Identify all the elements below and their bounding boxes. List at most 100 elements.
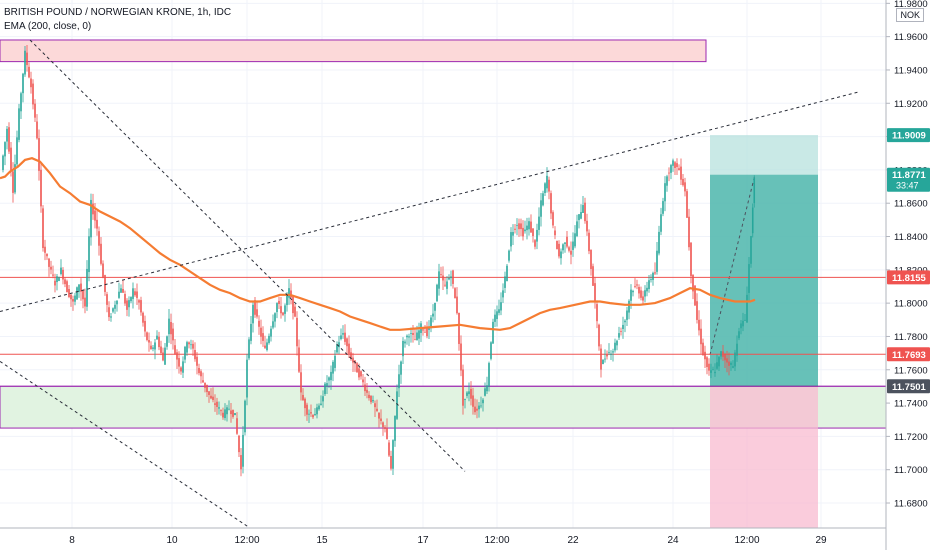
candle-body — [94, 210, 96, 221]
candle-body — [350, 352, 352, 360]
candle-body — [88, 236, 90, 273]
ema-200-line — [0, 157, 756, 331]
candle-body — [46, 253, 48, 257]
candle-body — [514, 228, 516, 230]
candle-body — [196, 356, 198, 366]
candle-body — [570, 250, 572, 255]
candle-body — [648, 280, 650, 290]
time-tick-label: 17 — [417, 535, 429, 546]
candle-body — [304, 398, 306, 409]
candle-body — [738, 331, 740, 339]
candle-body — [340, 335, 342, 340]
candle-body — [666, 176, 668, 186]
candle-body — [430, 317, 432, 327]
candle-body — [334, 355, 336, 368]
candle-body — [352, 357, 354, 363]
candle-body — [250, 323, 252, 341]
candle-body — [220, 410, 222, 412]
candle-body — [444, 284, 446, 286]
candle-body — [206, 384, 208, 393]
time-tick-label: 8 — [69, 535, 75, 546]
candle-body — [68, 288, 70, 298]
candle-body — [328, 377, 330, 381]
candle-body — [308, 413, 310, 415]
resistance-zone — [0, 39, 707, 63]
candle-body — [226, 407, 228, 415]
price-tag — [887, 270, 930, 285]
candle-body — [64, 279, 66, 285]
candle-body — [284, 305, 286, 314]
candle-body — [410, 333, 412, 335]
price-tick-label: 11.6800 — [894, 499, 928, 510]
candle-body — [426, 328, 428, 337]
candle-body — [500, 302, 502, 311]
candle-body — [18, 108, 20, 140]
candle-body — [652, 272, 654, 280]
candle-body — [684, 182, 686, 192]
candle-body — [744, 319, 746, 321]
candle-body — [736, 343, 738, 356]
candle-body — [258, 320, 260, 327]
candle-body — [504, 276, 506, 288]
price-tick-label: 11.9800 — [894, 0, 928, 10]
candle-body — [494, 314, 496, 322]
candle-body — [320, 403, 322, 405]
candle-body — [22, 73, 24, 94]
candle-body — [356, 363, 358, 373]
candle-body — [164, 347, 166, 365]
candle-body — [680, 166, 682, 180]
candle-body — [96, 219, 98, 229]
candle-body — [730, 362, 732, 365]
candle-body — [550, 193, 552, 214]
candle-body — [636, 284, 638, 286]
candle-body — [650, 279, 652, 280]
candle-body — [276, 303, 278, 313]
candle-body — [62, 269, 64, 280]
candle-body — [344, 332, 346, 342]
candle-body — [696, 301, 698, 320]
candle-body — [86, 268, 88, 307]
candle-body — [118, 291, 120, 298]
candle-body — [318, 405, 320, 410]
candle-body — [516, 225, 518, 227]
candle-body — [602, 359, 604, 365]
candle-body — [146, 332, 148, 341]
candle-body — [386, 427, 388, 440]
candle-body — [170, 322, 172, 335]
position-path — [709, 174, 756, 355]
time-axis: 8 10 12:00 15 17 12:00 22 24 12:00 29 — [69, 535, 827, 546]
candle-body — [314, 414, 316, 416]
currency-label: NOK — [896, 8, 924, 22]
candle-body — [296, 317, 298, 347]
candle-body — [374, 403, 376, 408]
candle-body — [558, 243, 560, 257]
candle-body — [484, 388, 486, 396]
candle-body — [30, 78, 32, 88]
candle-body — [154, 342, 156, 350]
candle-body — [144, 320, 146, 332]
candle-body — [638, 287, 640, 294]
candle-body — [724, 354, 726, 361]
candle-body — [148, 340, 150, 343]
candle-body — [282, 312, 284, 315]
candle-body — [10, 147, 12, 172]
candle-body — [278, 300, 280, 305]
candle-body — [438, 271, 440, 289]
candle-body — [234, 413, 236, 415]
candle-body — [120, 288, 122, 293]
candle-body — [60, 267, 62, 275]
candle-body — [228, 408, 230, 410]
candle-body — [492, 321, 494, 344]
candle-body — [612, 351, 614, 353]
candle-body — [204, 382, 206, 388]
candle-body — [76, 287, 78, 300]
candle-body — [110, 316, 112, 318]
candle-body — [254, 300, 256, 315]
candle-body — [552, 212, 554, 226]
candle-body — [702, 342, 704, 356]
candle-body — [480, 405, 482, 407]
candle-body — [14, 164, 16, 193]
candle-body — [302, 394, 304, 401]
